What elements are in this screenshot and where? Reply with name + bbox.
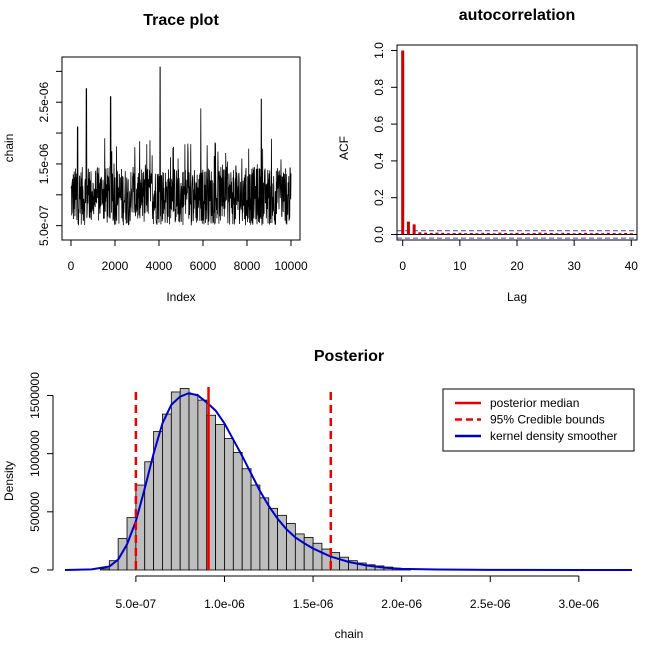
posterior-title: Posterior <box>314 348 384 365</box>
acf-axes: 0 10 20 30 40 0.0 0.2 0.4 0.6 0.8 1.0 <box>372 42 638 273</box>
acf-y-tick-label: 0.0 <box>372 226 386 243</box>
acf-x-tick-label: 20 <box>510 259 524 273</box>
acf-x-tick-label: 0 <box>399 259 406 273</box>
histogram-bar <box>100 568 110 571</box>
trace-x-tick-label: 6000 <box>190 259 217 273</box>
histogram-bar <box>170 391 181 571</box>
histogram-bar <box>162 413 172 571</box>
posterior-x-tick-label: 2.0e-06 <box>381 597 422 611</box>
posterior-y-tick-label: 500000 <box>28 491 42 531</box>
trace-line <box>70 66 292 226</box>
legend-label: kernel density smoother <box>490 429 617 443</box>
histogram-bar <box>241 468 252 571</box>
trace-series <box>70 66 292 226</box>
posterior-x-tick-label: 1.0e-06 <box>204 597 245 611</box>
histogram-bar <box>303 537 314 571</box>
histogram-bar <box>224 438 234 571</box>
posterior-lines <box>64 387 633 571</box>
histogram-bar <box>117 538 128 571</box>
acf-xlabel: Lag <box>507 290 527 304</box>
trace-xlabel: Index <box>166 290 195 304</box>
posterior-x-tick-label: 2.5e-06 <box>470 597 511 611</box>
trace-y-tick-label: 1.5e-06 <box>37 143 51 184</box>
trace-axes: 0 2000 4000 6000 8000 10000 5.0e-07 1.5e-06 2.5e… <box>37 70 308 273</box>
trace-y-tick-label: 5.0e-07 <box>37 205 51 246</box>
acf-x-tick-label: 40 <box>625 259 639 273</box>
histogram-bar <box>232 452 243 571</box>
acf-x-tick-label: 10 <box>453 259 467 273</box>
trace-x-tick-label: 4000 <box>146 259 173 273</box>
posterior-histogram <box>100 388 411 571</box>
posterior-axes: 5.0e-07 1.0e-06 1.5e-06 2.0e-06 2.5e-06 3.0e-… <box>28 372 600 611</box>
acf-frame <box>396 44 638 241</box>
acf-y-tick-label: 0.2 <box>372 189 386 206</box>
histogram-bar <box>312 542 323 571</box>
histogram-bar <box>215 424 225 571</box>
trace-panel: Trace plot 0 2000 4000 6000 8000 10000 5.0e-07… <box>2 12 308 304</box>
posterior-x-tick-label: 3.0e-06 <box>558 597 599 611</box>
histogram-bar <box>179 388 190 571</box>
histogram-bar <box>197 399 208 571</box>
posterior-ylabel: Density <box>2 461 16 501</box>
trace-frame <box>61 56 301 241</box>
histogram-bar <box>144 461 154 571</box>
trace-y-tick-label: 2.5e-06 <box>37 82 51 123</box>
posterior-xlabel: chain <box>335 627 364 641</box>
histogram-bar <box>330 552 341 571</box>
acf-y-tick-label: 0.6 <box>372 115 386 132</box>
trace-x-tick-label: 8000 <box>234 259 261 273</box>
trace-ylabel: chain <box>2 134 16 163</box>
posterior-y-tick-label: 1000000 <box>28 430 42 477</box>
kde-curve <box>64 392 633 571</box>
acf-y-tick-label: 0.8 <box>372 79 386 96</box>
trace-title: Trace plot <box>143 12 219 29</box>
acf-ylabel: ACF <box>337 136 351 160</box>
acf-y-tick-label: 0.4 <box>372 152 386 169</box>
legend-label: 95% Credible bounds <box>490 413 605 427</box>
legend-box <box>442 388 635 452</box>
histogram-bar <box>188 393 199 571</box>
posterior-x-tick-label: 1.5e-06 <box>293 597 334 611</box>
posterior-y-tick-label: 0 <box>28 566 42 573</box>
trace-x-tick-label: 2000 <box>102 259 129 273</box>
acf-series <box>397 50 637 239</box>
histogram-bar <box>259 497 270 571</box>
posterior-panel: Posterior 5.0e-07 1.0e-06 1.5e-06 2.0e-06 2.… <box>2 348 635 641</box>
posterior-y-tick-label: 1500000 <box>28 372 42 419</box>
histogram-bar <box>250 484 261 571</box>
acf-panel: autocorrelation 0 10 20 30 40 0.0 0.2 0.4 0.6 0.8… <box>337 7 638 304</box>
posterior-x-tick-label: 5.0e-07 <box>116 597 157 611</box>
posterior-legend: posterior median 95% Credible bounds kerne… <box>442 388 635 452</box>
acf-title: autocorrelation <box>459 7 575 24</box>
legend-label: posterior median <box>490 396 579 410</box>
histogram-bar <box>135 484 146 571</box>
acf-y-tick-label: 1.0 <box>372 42 386 59</box>
acf-x-tick-label: 30 <box>567 259 581 273</box>
trace-x-tick-label: 0 <box>68 259 75 273</box>
trace-x-tick-label: 10000 <box>274 259 308 273</box>
